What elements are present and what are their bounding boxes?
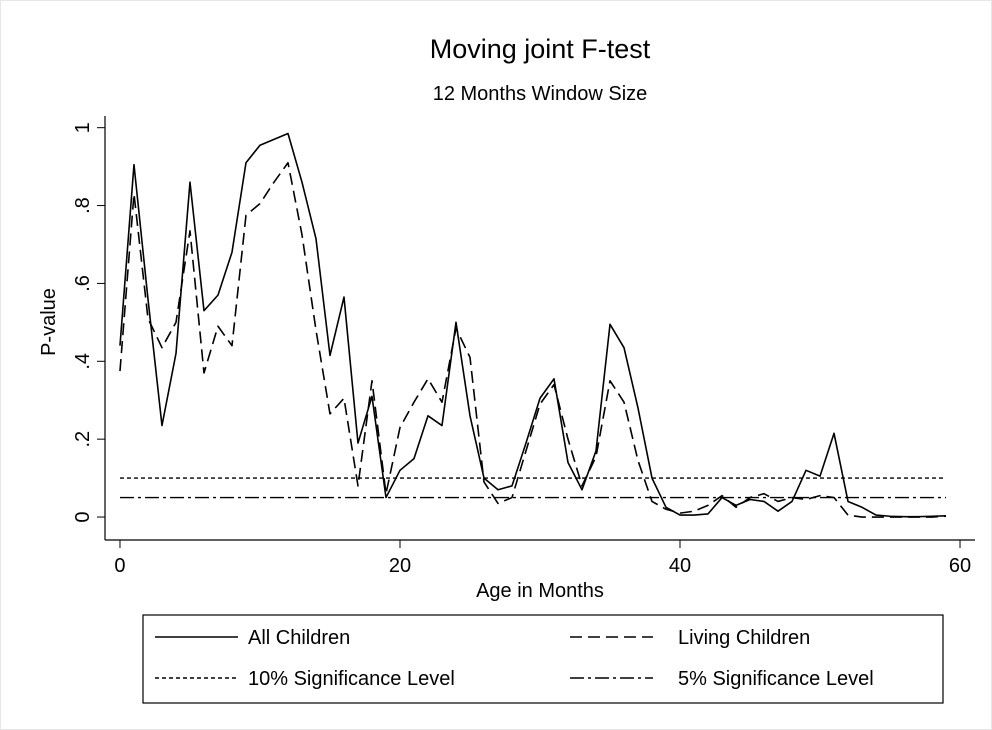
legend-box — [142, 614, 944, 704]
x-tick-label: 60 — [949, 555, 971, 577]
y-axis-label: P-value — [38, 288, 60, 356]
chart-title: Moving joint F-test — [430, 34, 651, 64]
legend-label: All Children — [248, 627, 350, 649]
series-line — [119, 161, 947, 518]
legend-label: Living Children — [678, 627, 810, 649]
x-axis-label: Age in Months — [476, 580, 604, 602]
chart-subtitle: 12 Months Window Size — [433, 83, 648, 105]
x-tick-label: 20 — [389, 555, 411, 577]
legend-label: 5% Significance Level — [678, 668, 874, 690]
x-tick-label: 40 — [669, 555, 691, 577]
series-line — [119, 132, 947, 518]
y-tick-label: 1 — [72, 122, 94, 133]
y-tick-label: 0 — [72, 511, 94, 522]
y-tick-label: .2 — [72, 431, 94, 448]
y-tick-label: .6 — [72, 275, 94, 292]
y-tick-label: .8 — [72, 197, 94, 214]
legend-label: 10% Significance Level — [248, 668, 455, 690]
x-tick-label: 0 — [114, 555, 125, 577]
y-tick-label: .4 — [72, 353, 94, 370]
